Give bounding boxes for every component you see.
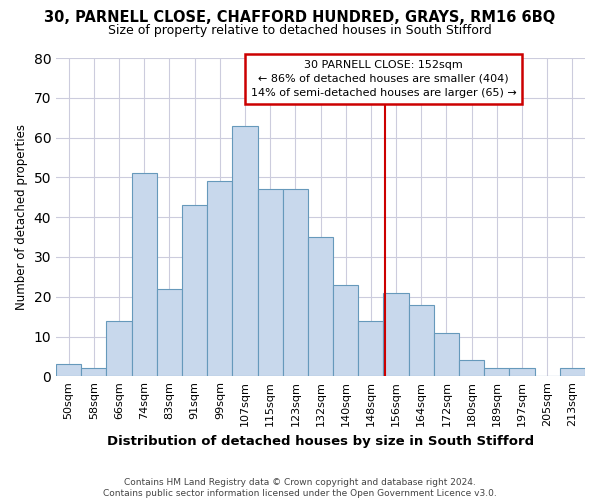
Bar [257,190,283,376]
Bar [434,332,459,376]
Bar [56,364,81,376]
Bar [509,368,535,376]
Bar [182,205,207,376]
Bar [560,368,585,376]
Bar [232,126,257,376]
Bar [106,320,131,376]
Y-axis label: Number of detached properties: Number of detached properties [15,124,28,310]
Text: Contains HM Land Registry data © Crown copyright and database right 2024.
Contai: Contains HM Land Registry data © Crown c… [103,478,497,498]
Bar [358,320,383,376]
Bar [283,190,308,376]
Text: Size of property relative to detached houses in South Stifford: Size of property relative to detached ho… [108,24,492,37]
Text: 30 PARNELL CLOSE: 152sqm
← 86% of detached houses are smaller (404)
14% of semi-: 30 PARNELL CLOSE: 152sqm ← 86% of detach… [251,60,517,98]
Bar [81,368,106,376]
Bar [409,304,434,376]
Bar [333,285,358,376]
Bar [484,368,509,376]
Bar [131,174,157,376]
Bar [459,360,484,376]
Bar [157,289,182,376]
Bar [383,293,409,376]
Bar [308,237,333,376]
X-axis label: Distribution of detached houses by size in South Stifford: Distribution of detached houses by size … [107,434,534,448]
Bar [207,182,232,376]
Text: 30, PARNELL CLOSE, CHAFFORD HUNDRED, GRAYS, RM16 6BQ: 30, PARNELL CLOSE, CHAFFORD HUNDRED, GRA… [44,10,556,25]
